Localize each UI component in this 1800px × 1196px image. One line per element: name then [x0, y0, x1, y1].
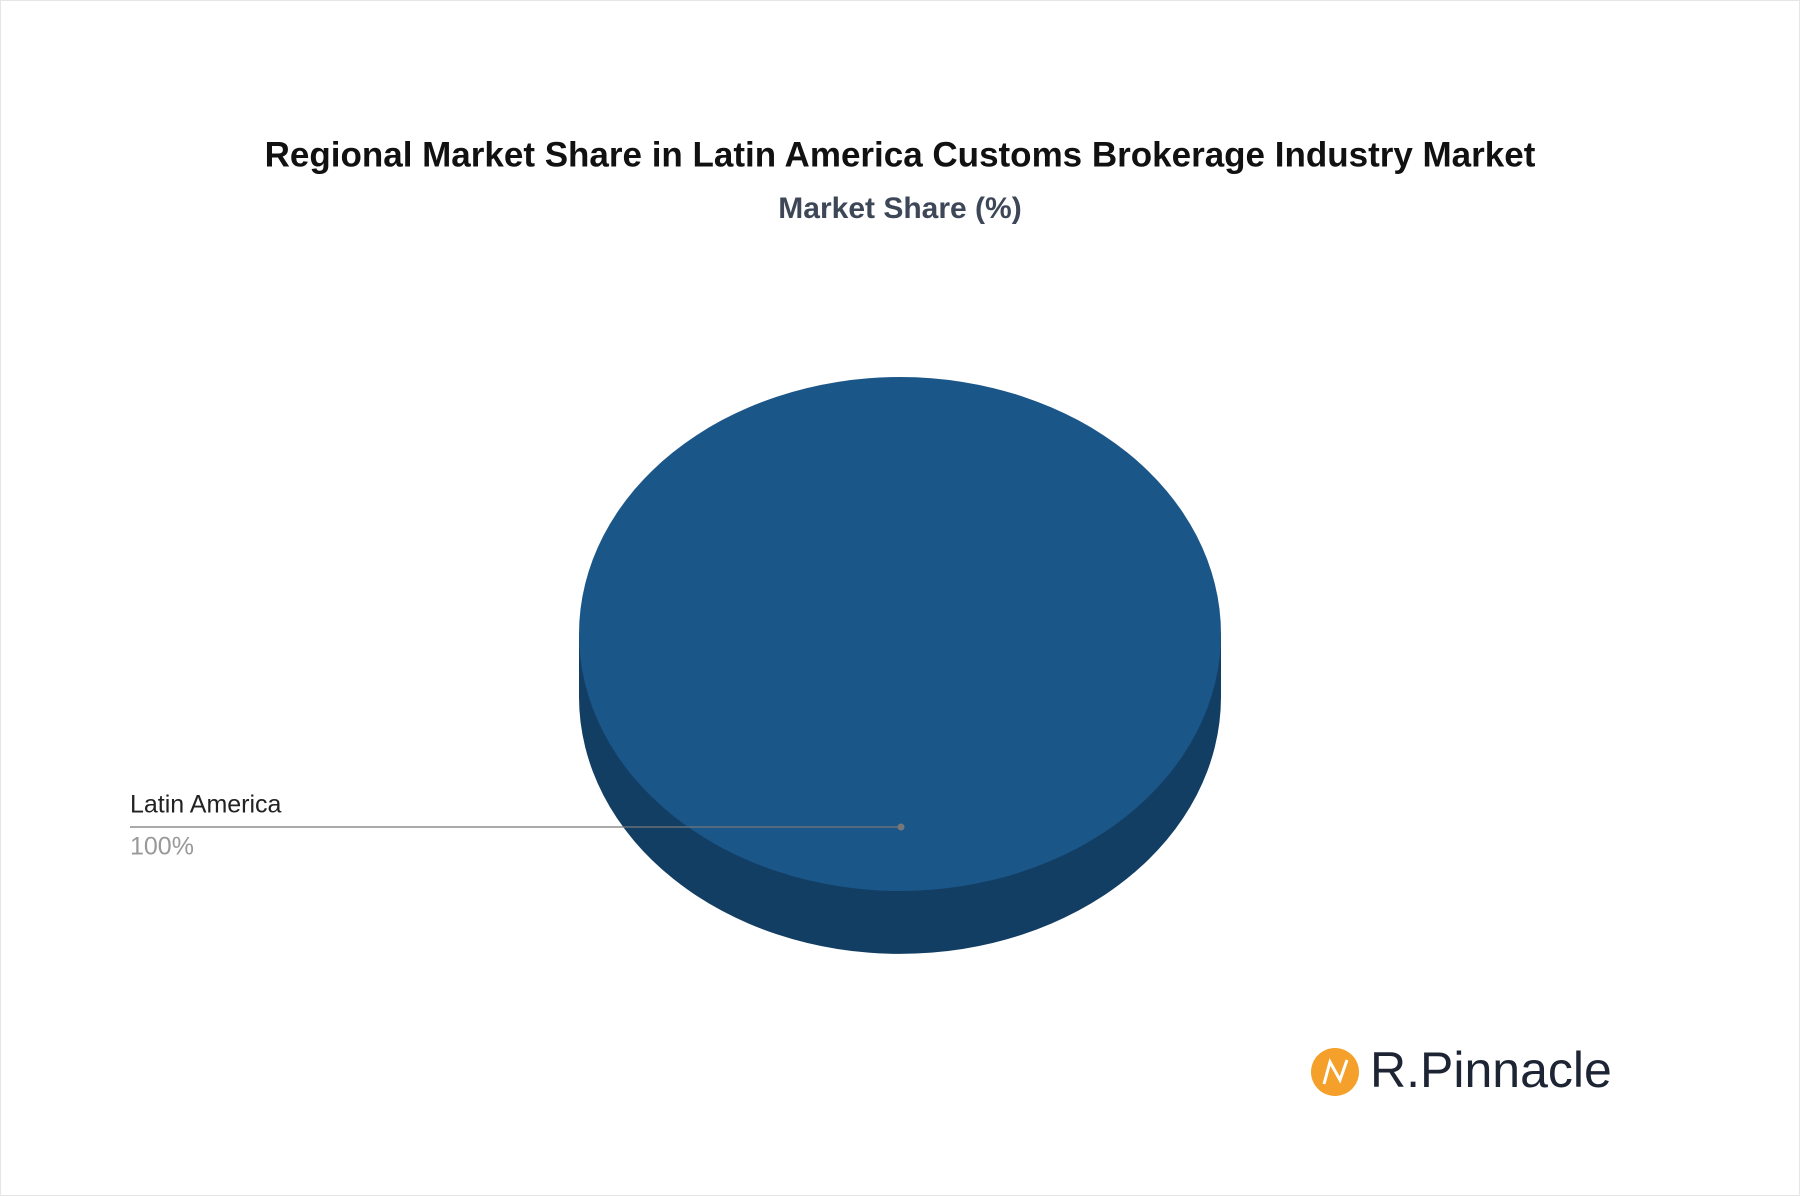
logo-text: R.Pinnacle: [1370, 1042, 1612, 1098]
slice-label: Latin America: [130, 791, 282, 819]
slice: [579, 377, 1221, 891]
chart-subtitle: Market Share (%): [778, 192, 1021, 225]
logo: R.Pinnacle: [1311, 1042, 1612, 1098]
chart-title: Regional Market Share in Latin America C…: [265, 135, 1536, 174]
slice-value-label: 100%: [130, 833, 194, 861]
leader-dot: [897, 823, 905, 831]
logo-glyph: [1322, 1058, 1349, 1085]
